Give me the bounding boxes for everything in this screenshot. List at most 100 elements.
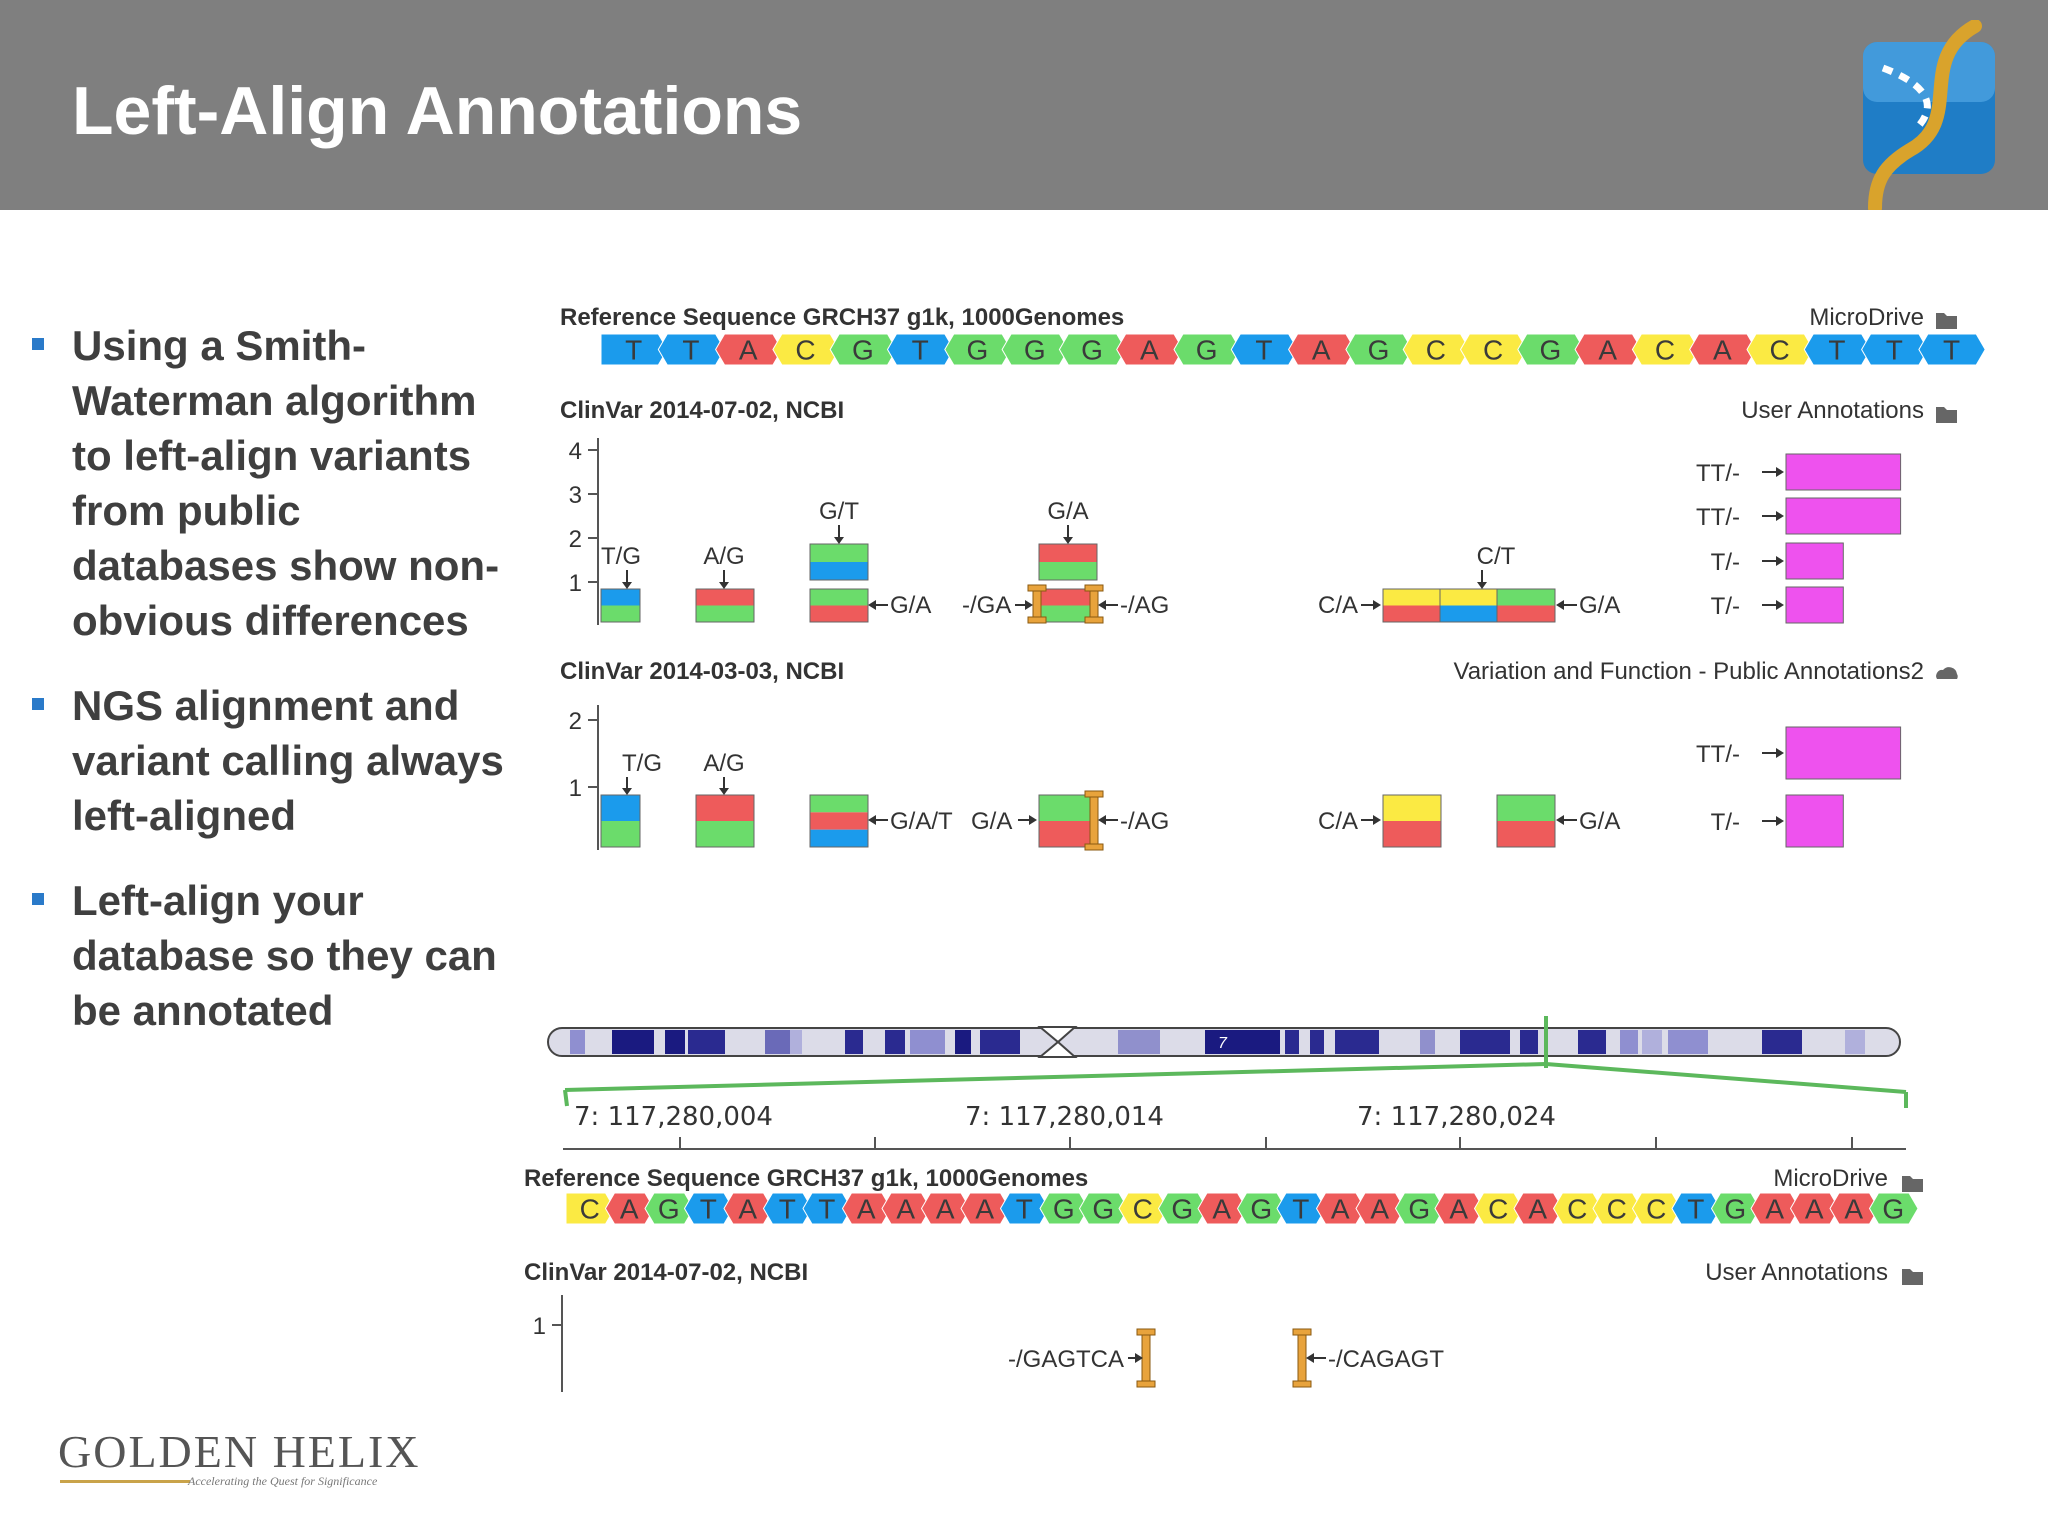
chromosome-band [885, 1030, 905, 1054]
base-letter: A [1449, 1194, 1468, 1225]
base-cell-a [1513, 1192, 1564, 1225]
base-cell-t [600, 333, 668, 366]
base-letter: A [620, 1194, 639, 1225]
variant-label: -/GA [962, 592, 1011, 619]
allele-segment-a [696, 589, 754, 606]
insertion-cap [1027, 584, 1047, 592]
base-cell-a [1355, 1192, 1406, 1225]
base-cell-g [1517, 333, 1585, 366]
base-letter: T [912, 335, 929, 366]
base-letter: A [738, 1194, 757, 1225]
user-annotation-bar [1785, 542, 1844, 580]
base-cell-g [644, 1192, 695, 1225]
allele-segment-g [810, 795, 868, 813]
chromosome-band [790, 1030, 802, 1054]
slide-header: Left-Align Annotations [0, 0, 2048, 210]
coordinate-label: 7: 117,280,004 [574, 1102, 773, 1132]
base-cell-c [1746, 333, 1814, 366]
allele-segment-g [696, 821, 754, 847]
arrow-head [622, 788, 632, 795]
variant-outline [1496, 794, 1556, 848]
y-axis-ticks: 2 1 [569, 708, 598, 802]
base-letter: A [1805, 1194, 1824, 1225]
insertion-cap [1136, 1328, 1156, 1336]
arrow-head [1306, 1353, 1314, 1363]
variant-outline [695, 794, 755, 848]
base-cell-t [1230, 333, 1299, 366]
allele-segment-a [1039, 821, 1097, 847]
base-letter: G [1724, 1194, 1746, 1225]
variant-label: -/AG [1120, 808, 1169, 835]
base-cell-a [841, 1192, 892, 1225]
chromosome-ideogram: 7 [547, 1016, 1908, 1108]
base-letter: G [1024, 335, 1046, 366]
base-letter: T [682, 335, 699, 366]
base-letter: G [1368, 335, 1390, 366]
base-letter: C [1488, 1194, 1508, 1225]
track-source: MicroDrive [1773, 1165, 1888, 1192]
base-letter: T [1687, 1194, 1704, 1225]
chromosome-band [1205, 1030, 1280, 1054]
arrow-head [1098, 815, 1106, 825]
chromosome-band [845, 1030, 863, 1054]
variant-label: G/T [819, 498, 859, 525]
arrow-head [1373, 815, 1381, 825]
chromosome-band [1845, 1030, 1865, 1054]
base-cell-c [1473, 1192, 1524, 1225]
cloud-icon [1936, 667, 1958, 679]
folder-icon [1936, 407, 1957, 423]
base-cell-t [1918, 333, 1986, 366]
base-letter: A [1844, 1194, 1863, 1225]
axis-tick-label: 1 [569, 775, 582, 802]
variant-marks: T/G A/G G/T G/A G/A -/GA -/AG C/A C/T G/A TT/- TT/-… [600, 453, 1902, 624]
chromosome-band [1460, 1030, 1510, 1054]
base-cell-t [1671, 1192, 1722, 1225]
variant-label: TT/- [1696, 504, 1740, 531]
allele-segment-a [1383, 605, 1440, 622]
base-letter: C [580, 1194, 600, 1225]
base-letter: A [739, 335, 758, 366]
insertion-bar [1089, 790, 1099, 851]
base-cell-g [1710, 1192, 1761, 1225]
arrow-head [1373, 600, 1381, 610]
variant-outline [1496, 588, 1556, 623]
base-letter: T [1886, 335, 1903, 366]
company-tagline: Accelerating the Quest for Significance [188, 1474, 378, 1488]
chromosome-bands [547, 1026, 1901, 1058]
base-letter: G [967, 335, 989, 366]
base-letter: A [1528, 1194, 1547, 1225]
base-letter: A [936, 1194, 955, 1225]
arrow-head [719, 788, 729, 795]
variant-label: G/A [1579, 808, 1620, 835]
base-letter: C [1133, 1194, 1153, 1225]
zoom-line [1545, 1062, 1907, 1094]
allele-segment-g [810, 544, 868, 562]
base-cell-c [1631, 333, 1700, 366]
arrow-head [622, 582, 632, 589]
arrow-head [1776, 556, 1784, 566]
arrow-head [1029, 815, 1037, 825]
insertion-cap [1084, 584, 1104, 592]
allele-segment-a [1497, 821, 1555, 847]
base-letter: T [818, 1194, 835, 1225]
allele-segment-g [696, 605, 754, 622]
base-letter: C [795, 335, 815, 366]
track-label: ClinVar 2014-07-02, NCBI [524, 1259, 808, 1286]
base-cell-t [657, 333, 726, 366]
variant-label: T/- [1711, 809, 1740, 836]
variant-outline [600, 794, 641, 848]
chromosome-band [1578, 1030, 1606, 1054]
variant-label: A/G [703, 750, 744, 777]
arrow-head [1776, 467, 1784, 477]
bottom-reference-track: Reference Sequence GRCH37 g1k, 1000Genom… [524, 1165, 1923, 1225]
allele-segment-a [1383, 821, 1441, 847]
folder-icon [1902, 1269, 1923, 1285]
base-letter: C [1426, 335, 1446, 366]
variant-outline [695, 588, 755, 623]
allele-segment-t [601, 589, 640, 606]
base-cell-a [1116, 333, 1184, 366]
base-letter: G [852, 335, 874, 366]
